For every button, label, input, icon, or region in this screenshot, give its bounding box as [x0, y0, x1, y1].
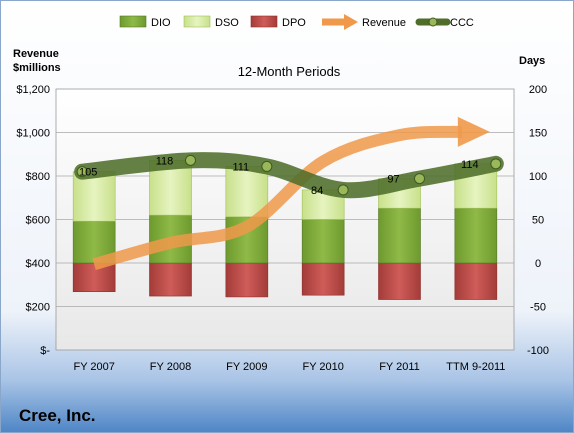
- right-tick-label: 100: [529, 171, 547, 183]
- right-tick-label: -50: [530, 302, 546, 314]
- ccc-series: 105 118 111 84 97 114: [74, 152, 504, 199]
- x-tick-label: TTM 9-2011: [446, 361, 505, 373]
- revenue-arrowhead: [457, 116, 490, 147]
- ccc-data-label: 97: [387, 174, 399, 186]
- left-tick-label: $800: [26, 171, 50, 183]
- dpo-bar: [301, 262, 345, 296]
- dso-bar: [72, 171, 116, 222]
- ccc-data-label: 84: [311, 185, 323, 197]
- left-axis-title-line-0: Revenue: [13, 48, 59, 60]
- right-axis-ticks: -100 -50 0 50 100 150 200: [527, 84, 549, 357]
- dio-bar: [454, 207, 498, 264]
- ccc-data-label: 105: [79, 167, 97, 179]
- left-axis-title: Revenue $millions: [13, 47, 61, 75]
- revenue-series: [92, 116, 490, 271]
- legend-label-revenue: Revenue: [362, 17, 406, 29]
- left-tick-label: $1,200: [16, 84, 50, 96]
- revenue-line: [92, 125, 463, 271]
- legend: DIO DSO DPO Revenue CCC: [119, 14, 474, 30]
- right-tick-label: 0: [535, 258, 541, 270]
- x-tick-label: FY 2009: [226, 361, 267, 373]
- dpo-bar: [149, 262, 192, 297]
- left-tick-label: $600: [26, 215, 50, 227]
- dpo-bar: [454, 262, 498, 300]
- x-tick-label: FY 2007: [73, 361, 114, 373]
- legend-label-dio: DIO: [151, 17, 171, 29]
- ccc-marker: [490, 158, 502, 170]
- left-tick-label: $-: [40, 345, 50, 357]
- left-axis-title-line-1: $millions: [13, 62, 61, 74]
- x-tick-label: FY 2011: [379, 361, 420, 373]
- right-tick-label: 200: [529, 84, 547, 96]
- legend-label-dpo: DPO: [282, 17, 306, 29]
- left-axis-ticks: $- $200 $400 $600 $800 $1,000 $1,200: [16, 84, 50, 357]
- legend-label-dso: DSO: [215, 17, 239, 29]
- dio-bar: [301, 219, 345, 264]
- dpo-bar: [72, 262, 116, 293]
- dio-bar: [378, 207, 421, 264]
- company-name: Cree, Inc.: [19, 406, 96, 425]
- ccc-data-label: 111: [232, 161, 249, 173]
- ccc-data-label: 114: [461, 159, 479, 171]
- ccc-marker: [185, 154, 196, 166]
- ccc-marker: [414, 173, 425, 185]
- dpo-bar: [225, 262, 269, 298]
- x-tick-label: FY 2008: [150, 361, 191, 373]
- right-tick-label: -100: [527, 345, 549, 357]
- left-tick-label: $1,000: [16, 128, 50, 140]
- ccc-data-label: 118: [156, 155, 174, 167]
- legend-arrowhead-revenue: [344, 14, 358, 30]
- legend-marker-ccc: [428, 17, 438, 27]
- legend-swatch-dpo: [250, 15, 278, 28]
- ccc-marker: [337, 184, 349, 196]
- chart-title: 12-Month Periods: [238, 64, 341, 79]
- ccc-marker: [261, 160, 273, 172]
- ccc-marker: [76, 166, 88, 178]
- left-tick-label: $200: [26, 302, 50, 314]
- bars: [72, 160, 498, 300]
- left-tick-label: $400: [26, 258, 50, 270]
- legend-swatch-dio: [119, 15, 147, 28]
- legend-swatch-dso: [183, 15, 211, 28]
- dpo-bar: [378, 262, 421, 300]
- right-tick-label: 50: [532, 215, 544, 227]
- x-tick-label: FY 2010: [302, 361, 343, 373]
- dso-bar: [225, 166, 269, 218]
- right-tick-label: 150: [529, 128, 547, 140]
- right-axis-title: Days: [519, 55, 546, 67]
- legend-label-ccc: CCC: [450, 17, 474, 29]
- x-axis-labels: FY 2007 FY 2008 FY 2009 FY 2010 FY 2011 TTM 9…: [73, 361, 505, 373]
